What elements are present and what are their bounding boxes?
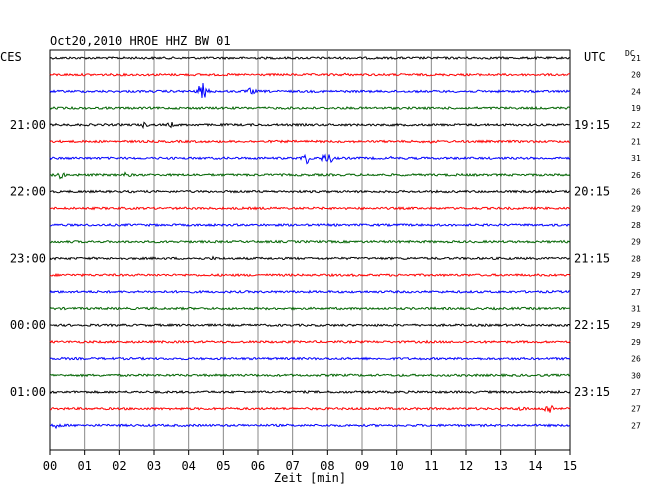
trace-line: [49, 339, 571, 344]
dc-value-label: 29: [631, 338, 641, 347]
trace-line: [49, 239, 571, 244]
x-tick-label: 06: [251, 459, 265, 473]
dc-value-label: 29: [631, 271, 641, 280]
x-tick-label: 10: [389, 459, 403, 473]
x-tick-label: 03: [147, 459, 161, 473]
plot-grid: [49, 49, 571, 455]
dc-value-label: 28: [631, 254, 641, 263]
x-tick-label: 01: [77, 459, 91, 473]
right-timezone-label: UTC: [584, 50, 606, 64]
dc-value-label: 24: [631, 87, 641, 96]
trace-line: [49, 356, 571, 361]
x-tick-label: 07: [285, 459, 299, 473]
trace-line: [49, 82, 571, 98]
dc-value-label: 26: [631, 171, 641, 180]
x-axis-label: Zeit [min]: [274, 471, 346, 485]
right-hour-label: 19:15: [574, 118, 610, 132]
trace-line: [50, 222, 570, 228]
dc-value-label: 26: [631, 188, 641, 197]
dc-value-label: 26: [631, 355, 641, 364]
left-timezone-label: CES: [0, 50, 22, 64]
dc-value-label: 27: [631, 421, 641, 430]
trace-line: [50, 323, 571, 328]
trace-line: [50, 373, 571, 378]
x-tick-label: 02: [112, 459, 126, 473]
dc-value-label: 29: [631, 321, 641, 330]
x-tick-label: 05: [216, 459, 230, 473]
trace-line: [49, 272, 571, 278]
left-hour-label: 00:00: [10, 318, 46, 332]
trace-line: [49, 389, 571, 395]
left-hour-label: 01:00: [10, 385, 46, 399]
right-hour-label: 23:15: [574, 385, 610, 399]
left-hour-label: 22:00: [10, 185, 46, 199]
trace-line: [49, 404, 571, 413]
dc-header-label: DC: [625, 49, 635, 58]
chart-title: Oct20,2010 HROE HHZ BW 01: [50, 34, 231, 48]
seismic-traces: [49, 55, 571, 430]
dc-value-label: 30: [631, 371, 641, 380]
plot-frame: [49, 49, 571, 451]
x-tick-label: 08: [320, 459, 334, 473]
dc-value-label: 27: [631, 405, 641, 414]
trace-line: [49, 153, 571, 165]
right-hour-label: 22:15: [574, 318, 610, 332]
dc-value-label: 21: [631, 54, 641, 63]
x-tick-label: 04: [181, 459, 195, 473]
trace-line: [49, 171, 571, 180]
axis-labels: 21 20 24 19 22 21 31 26 26 29 28 29 28 29 27 31 29 29 26 30…: [10, 54, 641, 473]
dc-value-label: 27: [631, 288, 641, 297]
x-tick-label: 12: [459, 459, 473, 473]
trace-line: [49, 206, 571, 211]
x-tick-label: 13: [493, 459, 507, 473]
dc-value-label: 21: [631, 138, 641, 147]
trace-line: [49, 121, 571, 130]
trace-line: [49, 289, 571, 294]
dc-value-label: 29: [631, 238, 641, 247]
dc-value-label: 19: [631, 104, 641, 113]
left-hour-label: 23:00: [10, 251, 46, 265]
trace-line: [49, 189, 571, 194]
x-tick-label: 00: [43, 459, 57, 473]
x-tick-label: 14: [528, 459, 542, 473]
trace-line: [49, 55, 571, 61]
dc-value-label: 28: [631, 221, 641, 230]
dc-value-label: 29: [631, 204, 641, 213]
trace-line: [49, 423, 571, 430]
dc-value-label: 27: [631, 388, 641, 397]
x-tick-label: 15: [563, 459, 577, 473]
trace-line: [49, 139, 571, 144]
right-hour-label: 20:15: [574, 185, 610, 199]
right-hour-label: 21:15: [574, 251, 610, 265]
x-tick-label: 09: [355, 459, 369, 473]
trace-line: [49, 72, 570, 77]
trace-line: [49, 105, 571, 111]
dc-value-label: 31: [631, 154, 641, 163]
x-tick-label: 11: [424, 459, 438, 473]
trace-line: [49, 306, 571, 311]
dc-value-label: 20: [631, 71, 641, 80]
left-hour-label: 21:00: [10, 118, 46, 132]
trace-line: [49, 255, 570, 261]
dc-value-label: 22: [631, 121, 641, 130]
dc-value-label: 31: [631, 305, 641, 314]
